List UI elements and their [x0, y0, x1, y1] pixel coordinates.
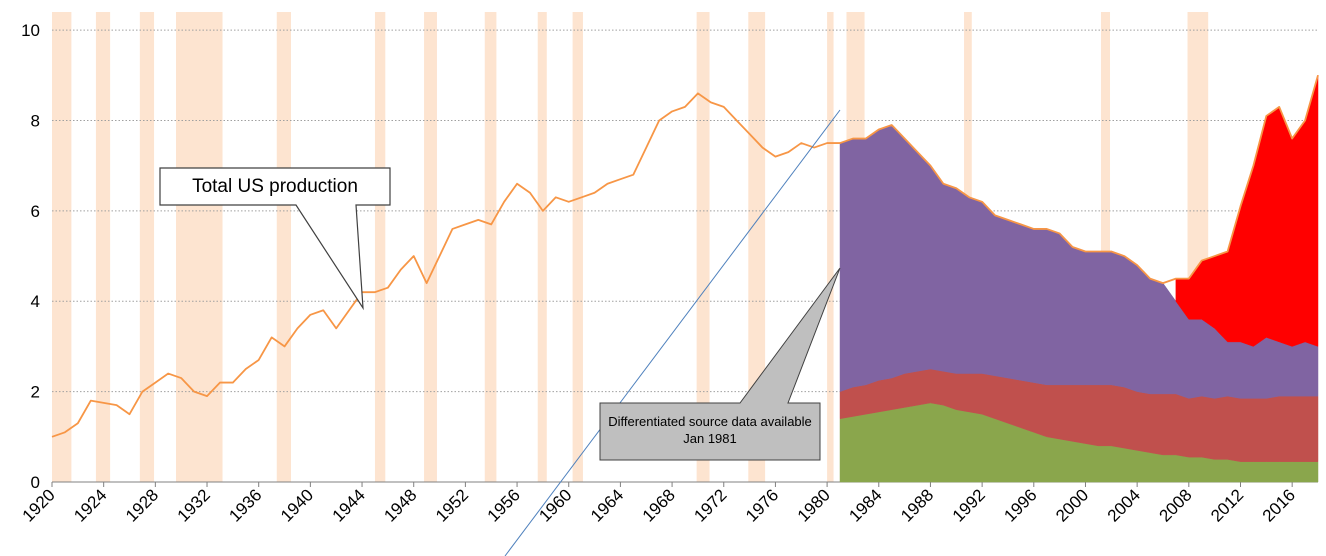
connector-line	[504, 109, 841, 556]
x-tick-label: 1972	[690, 485, 730, 525]
x-tick-label: 1952	[432, 485, 472, 525]
x-tick-label: 1988	[897, 485, 937, 525]
x-tick-label: 1940	[277, 485, 317, 525]
recession-band	[276, 12, 291, 482]
recession-band	[572, 12, 583, 482]
x-tick-label: 1920	[19, 485, 59, 525]
x-tick-label: 2016	[1259, 485, 1299, 525]
y-tick-label: 10	[21, 21, 40, 40]
recession-band	[748, 12, 766, 482]
x-tick-label: 1964	[587, 485, 627, 525]
annotation: Differentiated source data available Jan…	[608, 414, 812, 446]
x-tick-label: 2000	[1052, 485, 1092, 525]
callout-box	[159, 167, 391, 311]
recession-band	[374, 12, 386, 482]
recession-band	[537, 12, 547, 482]
recession-band	[139, 12, 155, 482]
y-tick-label: 2	[31, 383, 40, 402]
y-tick-label: 4	[31, 292, 40, 311]
x-tick-label: 2012	[1207, 485, 1247, 525]
recession-band	[176, 12, 223, 482]
x-tick-label: 1992	[949, 485, 989, 525]
x-tick-label: 1956	[484, 485, 524, 525]
x-tick-label: 1944	[329, 485, 369, 525]
recession-band	[484, 12, 497, 482]
x-tick-label: 1932	[174, 485, 214, 525]
y-tick-label: 0	[31, 473, 40, 492]
x-tick-label: 1924	[70, 485, 110, 525]
x-tick-label: 1928	[122, 485, 162, 525]
y-tick-label: 8	[31, 111, 40, 130]
recession-band	[1100, 12, 1111, 482]
recession-band	[827, 12, 834, 482]
stacked-areas	[839, 75, 1319, 483]
x-tick-label: 2008	[1155, 485, 1195, 525]
x-tick-label: 1984	[845, 485, 885, 525]
x-tick-label: 1948	[380, 485, 420, 525]
recession-band	[696, 12, 710, 482]
recession-band	[424, 12, 437, 482]
callout-box	[599, 267, 841, 461]
annotation: Total US production	[192, 176, 358, 197]
x-tick-label: 1936	[225, 485, 265, 525]
x-tick-label: 1996	[1000, 485, 1040, 525]
annotation-box: Differentiated source data available Jan…	[608, 414, 812, 446]
lines	[51, 75, 1319, 438]
x-tick-label: 1968	[639, 485, 679, 525]
x-tick-label: 2004	[1104, 485, 1144, 525]
y-tick-label: 6	[31, 202, 40, 221]
recession-band	[95, 12, 111, 482]
x-tick-label: 1960	[535, 485, 575, 525]
x-tick-label: 1980	[794, 485, 834, 525]
recession-band	[52, 12, 72, 482]
total-line	[51, 75, 1319, 438]
x-tick-label: 1976	[742, 485, 782, 525]
